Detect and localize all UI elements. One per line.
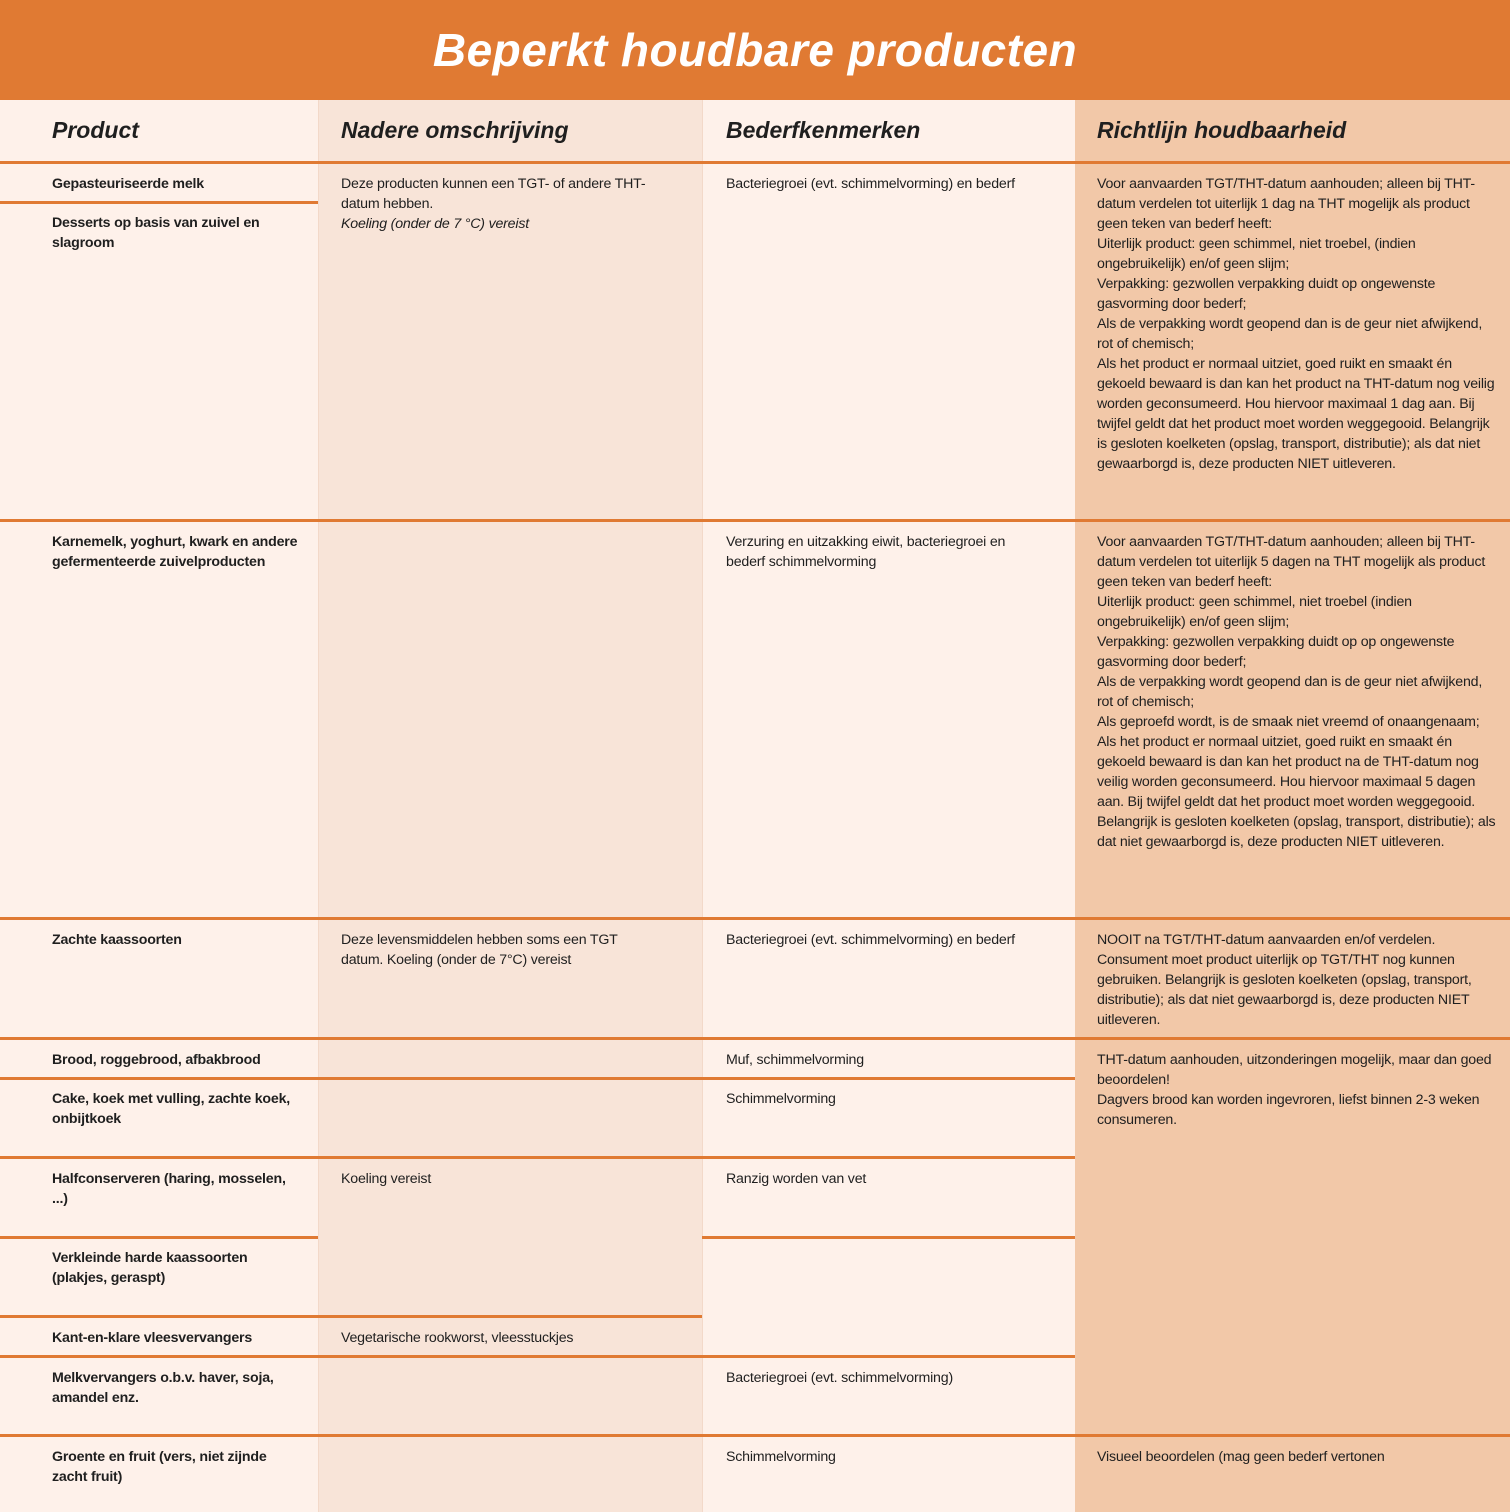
omschrijving-cell: Vegetarische rookworst, vleesstuckjes [341, 1330, 574, 1346]
richtlijn-text: Uiterlijk product: geen schimmel, niet t… [1097, 236, 1416, 272]
product-cell: Zachte kaassoorten [52, 932, 182, 948]
richtlijn-text: Uiterlijk product: geen schimmel, niet t… [1097, 594, 1412, 630]
richtlijn-cell: THT-datum aanhouden, uitzonderingen moge… [1097, 1050, 1497, 1130]
header-omschrijving: Nadere omschrijving [341, 117, 569, 143]
bederf-cell: Bacteriegroei (evt. schimmelvorming) en … [726, 176, 1015, 192]
bederf-cell: Schimmelvorming [726, 1091, 836, 1107]
divider [0, 1355, 1075, 1358]
richtlijn-text: Verpakking: gezwollen verpakking duidt o… [1097, 276, 1436, 312]
page-title: Beperkt houdbare producten [432, 24, 1078, 76]
product-cell: Gepasteuriseerde melk [52, 176, 204, 192]
richtlijn-cell: Voor aanvaarden TGT/THT-datum aanhouden;… [1097, 174, 1497, 474]
divider [0, 1434, 1510, 1437]
product-cell: Cake, koek met vulling, zachte koek, onb… [52, 1091, 291, 1127]
omschrijving-cell: Deze producten kunnen een TGT- of andere… [341, 174, 651, 234]
omschrijving-cell: Deze levensmiddelen hebben soms een TGT … [341, 932, 618, 968]
column-bederf [702, 100, 1076, 1512]
bederf-cell: Ranzig worden van vet [726, 1171, 867, 1187]
richtlijn-cell: Visueel beoordelen (mag geen bederf vert… [1097, 1449, 1385, 1465]
divider [0, 519, 1510, 522]
bederf-cell: Bacteriegroei (evt. schimmelvorming) [726, 1370, 953, 1386]
richtlijn-text: Voor aanvaarden TGT/THT-datum aanhouden;… [1097, 176, 1475, 232]
divider [0, 917, 1510, 920]
richtlijn-text: Dagvers brood kan worden ingevroren, lie… [1097, 1092, 1480, 1128]
header-richtlijn: Richtlijn houdbaarheid [1097, 117, 1347, 143]
header-bederf: Bederfkenmerken [726, 117, 921, 143]
divider [0, 161, 1510, 164]
divider [0, 1077, 1075, 1080]
bederf-cell: Verzuring en uitzakking eiwit, bacterieg… [726, 534, 1006, 570]
richtlijn-text: Verpakking: gezwollen verpakking duidt o… [1097, 634, 1455, 670]
richtlijn-cell: Voor aanvaarden TGT/THT-datum aanhouden;… [1097, 532, 1497, 852]
bederf-cell: Bacteriegroei (evt. schimmelvorming) en … [726, 932, 1015, 948]
omschrijving-cell: Koeling vereist [341, 1171, 432, 1187]
richtlijn-text: Als de verpakking wordt geopend dan is d… [1097, 316, 1483, 352]
divider [0, 1037, 1510, 1040]
omschrijving-note: Koeling (onder de 7 °C) vereist [341, 216, 529, 232]
bederf-cell: Muf, schimmelvorming [726, 1052, 864, 1068]
bederf-cell: Schimmelvorming [726, 1449, 836, 1465]
product-cell: Brood, roggebrood, afbakbrood [52, 1052, 261, 1068]
column-omschrijving [318, 100, 703, 1512]
product-cell: Halfconserveren (haring, mosselen, ...) [52, 1171, 286, 1207]
column-product [0, 100, 318, 1512]
divider [0, 1236, 318, 1239]
divider [702, 1236, 1075, 1239]
richtlijn-text: Als het product er normaal uitziet, goed… [1097, 356, 1495, 472]
divider [0, 1315, 702, 1318]
divider [0, 201, 318, 204]
title-bar: Beperkt houdbare producten [0, 0, 1510, 100]
richtlijn-text: Voor aanvaarden TGT/THT-datum aanhouden;… [1097, 534, 1486, 590]
product-cell: Melkvervangers o.b.v. haver, soja, amand… [52, 1370, 274, 1406]
richtlijn-text: Als het product er normaal uitziet, goed… [1097, 734, 1479, 810]
richtlijn-cell: NOOIT na TGT/THT-datum aanvaarden en/of … [1097, 932, 1472, 1028]
omschrijving-text: Deze producten kunnen een TGT- of andere… [341, 176, 646, 212]
column-richtlijn [1075, 100, 1510, 1512]
product-cell: Kant-en-klare vleesvervangers [52, 1330, 253, 1346]
product-cell: Desserts op basis van zuivel en slagroom [52, 215, 260, 251]
product-cell: Groente en fruit (vers, niet zijnde zach… [52, 1449, 267, 1485]
richtlijn-text: THT-datum aanhouden, uitzonderingen moge… [1097, 1052, 1492, 1088]
richtlijn-text: Als geproefd wordt, is de smaak niet vre… [1097, 714, 1480, 730]
richtlijn-text: Als de verpakking wordt geopend dan is d… [1097, 674, 1483, 710]
richtlijn-text: Belangrijk is gesloten koelketen (opslag… [1097, 814, 1496, 850]
header-product: Product [52, 117, 139, 143]
product-cell: Verkleinde harde kaassoorten (plakjes, g… [52, 1250, 248, 1286]
divider [0, 1156, 1075, 1159]
product-cell: Karnemelk, yoghurt, kwark en andere gefe… [52, 534, 298, 570]
